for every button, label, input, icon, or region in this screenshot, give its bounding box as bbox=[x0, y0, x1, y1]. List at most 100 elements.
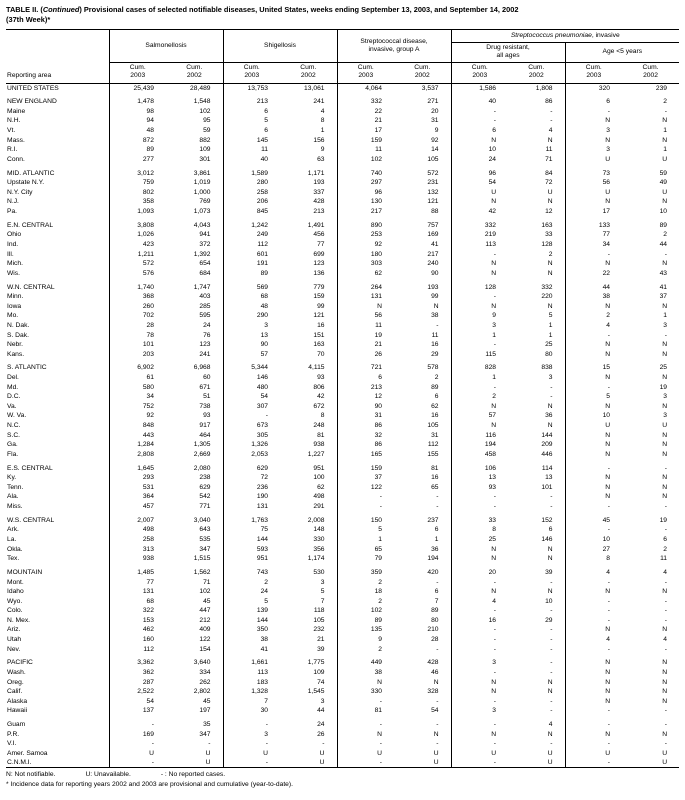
col-header-cum-2003-0: Cum. 2003 bbox=[108, 62, 166, 84]
spacer-cell bbox=[222, 92, 281, 97]
value-cell: 3,808 bbox=[108, 220, 166, 231]
value-cell: N bbox=[662, 669, 668, 677]
value-cell: 580 bbox=[108, 382, 166, 392]
value-cell: 1,328 bbox=[222, 686, 281, 697]
value-cell: - bbox=[450, 739, 509, 749]
reporting-area-cell: Tex. bbox=[7, 555, 20, 563]
value-cell: 4 bbox=[564, 567, 623, 578]
value-cell: 498 bbox=[108, 525, 166, 535]
value-cell: - bbox=[450, 291, 509, 302]
table-row-n-mex: N. Mex. 153 212 144 105 89 80 16 29 - - bbox=[6, 615, 679, 626]
value-cell: 40 bbox=[222, 154, 281, 165]
reporting-area-cell: Ill. bbox=[7, 250, 14, 258]
value-cell: N bbox=[433, 678, 439, 686]
value-cell: N bbox=[547, 402, 553, 410]
value-cell: 19 bbox=[659, 516, 668, 524]
value-cell: 72 bbox=[545, 179, 553, 187]
reporting-area-cell: Okla. bbox=[7, 545, 23, 553]
spacer-cell bbox=[564, 511, 623, 516]
value-cell: 28,489 bbox=[190, 84, 211, 92]
value-cell: 75 bbox=[222, 525, 281, 535]
value-cell: 9 bbox=[320, 146, 325, 154]
spacer-cell bbox=[336, 653, 395, 659]
value-cell: - bbox=[664, 616, 668, 624]
value-cell: 11 bbox=[660, 555, 668, 563]
spacer-cell bbox=[450, 653, 509, 659]
table-row-mont: Mont. 77 71 2 3 2 - - - - - bbox=[6, 577, 679, 587]
value-cell: 347 bbox=[199, 545, 211, 553]
reporting-area-cell: Md. bbox=[7, 383, 19, 391]
value-cell: 2 bbox=[434, 374, 439, 382]
value-cell: 3 bbox=[548, 374, 553, 382]
table-row-ky: Ky. 293 238 72 100 37 16 13 13 N N bbox=[6, 472, 679, 483]
reporting-area-cell: N.J. bbox=[7, 198, 19, 206]
reporting-area-cell: Calif. bbox=[7, 688, 23, 696]
value-cell: 285 bbox=[199, 302, 211, 310]
value-cell: - bbox=[564, 501, 623, 512]
value-cell: 456 bbox=[313, 231, 325, 239]
value-cell: 5 bbox=[320, 588, 325, 596]
value-cell: N bbox=[547, 260, 553, 268]
table-title: TABLE II. (Continued) Provisional cases … bbox=[6, 5, 679, 15]
reporting-area-cell: W. Va. bbox=[7, 412, 27, 420]
value-cell: 68 bbox=[108, 596, 166, 606]
value-cell: 330 bbox=[336, 686, 395, 697]
value-cell: 2,008 bbox=[307, 516, 325, 524]
value-cell: 54 bbox=[431, 707, 439, 715]
value-cell: 100 bbox=[313, 474, 325, 482]
value-cell: 3,640 bbox=[193, 659, 211, 667]
value-cell: 1,562 bbox=[193, 568, 211, 576]
reporting-area-cell: N.Y. City bbox=[7, 188, 33, 196]
drug-resistant-line2: all ages bbox=[496, 52, 520, 60]
value-cell: - bbox=[564, 249, 623, 259]
value-cell: 258 bbox=[108, 534, 166, 545]
value-cell: 180 bbox=[336, 249, 395, 259]
value-cell: N bbox=[662, 402, 668, 410]
value-cell: N bbox=[662, 374, 668, 382]
value-cell: 24 bbox=[450, 154, 509, 165]
value-cell: 102 bbox=[336, 154, 395, 165]
value-cell: 13 bbox=[545, 474, 553, 482]
value-cell: 16 bbox=[431, 412, 439, 420]
table-row-w-va: W. Va. 92 93 - 8 31 16 57 36 10 3 bbox=[6, 411, 679, 421]
spacer-cell bbox=[336, 92, 395, 97]
value-cell: N bbox=[450, 401, 509, 412]
value-cell: 347 bbox=[199, 730, 211, 738]
value-cell: 16 bbox=[431, 341, 439, 349]
reporting-area-cell: Mass. bbox=[7, 136, 25, 144]
reporting-area-cell: N. Dak. bbox=[7, 321, 30, 329]
value-cell: 5 bbox=[564, 391, 623, 402]
value-cell: 368 bbox=[108, 291, 166, 302]
reporting-area-cell: S.C. bbox=[7, 431, 21, 439]
value-cell: 25 bbox=[450, 534, 509, 545]
value-cell: 159 bbox=[313, 293, 325, 301]
value-cell: 135 bbox=[336, 625, 395, 635]
value-cell: 1,548 bbox=[193, 98, 211, 106]
value-cell: 1,545 bbox=[307, 688, 325, 696]
value-cell: 2,802 bbox=[193, 688, 211, 696]
value-cell: 15 bbox=[564, 363, 623, 373]
value-cell: 1,515 bbox=[193, 555, 211, 563]
value-cell: 89 bbox=[108, 144, 166, 155]
value-cell: 13,061 bbox=[304, 84, 325, 92]
value-cell: N bbox=[450, 729, 509, 740]
spacer-cell bbox=[564, 359, 623, 364]
value-cell: 72 bbox=[222, 472, 281, 483]
value-cell: 190 bbox=[222, 492, 281, 502]
table-row-n-c: N.C. 848 917 673 248 86 105 N N U U bbox=[6, 420, 679, 431]
reporting-area-cell: Wash. bbox=[7, 669, 26, 677]
reporting-area-cell: MID. ATLANTIC bbox=[7, 169, 55, 177]
table-row-n-dak: N. Dak. 28 24 3 16 11 - 3 1 4 3 bbox=[6, 320, 679, 331]
value-cell: 8 bbox=[450, 525, 509, 535]
value-cell: - bbox=[222, 758, 281, 768]
value-cell: 114 bbox=[541, 464, 553, 472]
value-cell: 702 bbox=[108, 311, 166, 321]
value-cell: - bbox=[664, 578, 668, 586]
value-cell: 16 bbox=[317, 321, 325, 329]
table-row-miss: Miss. 457 771 131 291 - - - - - - bbox=[6, 501, 679, 512]
value-cell: 121 bbox=[313, 312, 325, 320]
value-cell: 237 bbox=[427, 516, 439, 524]
value-cell: N bbox=[564, 492, 623, 502]
spacer-cell bbox=[450, 359, 509, 364]
shigellosis-header: Shigellosis bbox=[222, 28, 338, 63]
